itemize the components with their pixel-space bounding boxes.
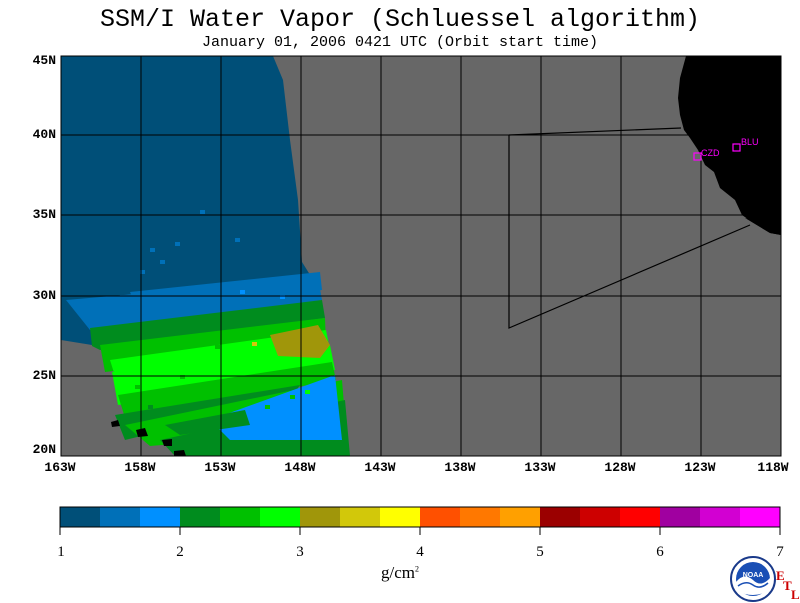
colorbar-tick-2: 2 xyxy=(176,544,184,560)
colorbar-swatch xyxy=(260,507,301,527)
noaa-logo-icon: NOAA xyxy=(730,556,776,602)
swath-pixel xyxy=(280,295,285,299)
colorbar-tick-6: 6 xyxy=(656,544,664,560)
colorbar-tick-3: 3 xyxy=(296,544,304,560)
swath-pixel xyxy=(155,330,160,334)
lat-label-25n: 25N xyxy=(32,368,56,383)
colorbar-tick-1: 1 xyxy=(57,544,65,560)
noaa-logo-text: NOAA xyxy=(743,572,764,579)
lat-label-20n: 20N xyxy=(32,442,56,457)
etl-letter-e: E xyxy=(776,568,785,583)
colorbar-swatch xyxy=(660,507,701,527)
map-layer: CZD BLU xyxy=(60,55,782,457)
etl-letter-l: L xyxy=(791,587,800,602)
etl-letter-t: T xyxy=(783,578,792,593)
colorbar-swatch xyxy=(220,507,261,527)
swath-pixel xyxy=(120,295,125,299)
swath-pixel xyxy=(180,375,185,379)
map-title: SSM/I Water Vapor (Schluessel algorithm) xyxy=(99,5,701,34)
swath-pixel xyxy=(300,370,305,374)
island xyxy=(111,420,120,427)
colorbar-swatch xyxy=(60,507,101,527)
lon-label-123w: 123W xyxy=(684,460,716,475)
swath-pixel xyxy=(230,360,235,364)
island xyxy=(162,439,172,446)
swath-pixel xyxy=(305,390,310,394)
swath-band xyxy=(165,410,250,435)
lon-label-163w: 163W xyxy=(44,460,76,475)
colorbar-swatch xyxy=(620,507,661,527)
map-frame xyxy=(60,55,782,457)
map-subtitle: January 01, 2006 0421 UTC (Orbit start t… xyxy=(201,34,599,51)
colorbar-swatch xyxy=(540,507,581,527)
swath-pixel xyxy=(135,385,140,389)
swath-pixel xyxy=(150,248,155,252)
lon-label-128w: 128W xyxy=(604,460,636,475)
lon-label-148w: 148W xyxy=(284,460,316,475)
colorbar-swatch xyxy=(500,507,541,527)
station-marker-blu xyxy=(732,143,741,152)
swath-pixel xyxy=(148,405,153,409)
lon-label-153w: 153W xyxy=(204,460,236,475)
lon-label-133w: 133W xyxy=(524,460,556,475)
swath-band xyxy=(61,56,318,345)
colorbar-swatch xyxy=(740,507,781,527)
land-california xyxy=(678,56,781,235)
swath-pixel xyxy=(215,345,220,349)
colorbar-swatch xyxy=(300,507,341,527)
lon-label-158w: 158W xyxy=(124,460,156,475)
station-marker-czd xyxy=(693,152,702,161)
colorbar-swatch xyxy=(140,507,181,527)
lon-label-143w: 143W xyxy=(364,460,396,475)
swath-patch-high xyxy=(270,325,330,358)
colorbar-tick-7: 7 xyxy=(776,544,784,560)
island xyxy=(174,450,186,456)
colorbar-tick-5: 5 xyxy=(536,544,544,560)
swath-pixel xyxy=(235,238,240,242)
colorbar-swatch xyxy=(420,507,461,527)
lat-label-35n: 35N xyxy=(32,207,56,222)
colorbar-units: g/cm2 xyxy=(381,563,419,582)
domain-boundary xyxy=(508,135,751,329)
colorbar-swatch xyxy=(100,507,141,527)
colorbar-swatch xyxy=(700,507,741,527)
swath-pixel xyxy=(240,290,245,294)
swath-pixel xyxy=(200,210,205,214)
lon-label-138w: 138W xyxy=(444,460,476,475)
lon-label-118w: 118W xyxy=(757,460,789,475)
station-label-czd: CZD xyxy=(701,148,720,158)
swath-patch-high xyxy=(252,342,257,346)
land-california xyxy=(745,218,781,235)
colorbar xyxy=(59,506,781,535)
swath-band xyxy=(130,272,322,315)
colorbar-swatch xyxy=(380,507,421,527)
swath-pixel xyxy=(175,242,180,246)
swath-pixel xyxy=(265,405,270,409)
lat-label-40n: 40N xyxy=(32,127,56,142)
swath-pixel xyxy=(190,300,195,304)
colorbar-swatch xyxy=(180,507,221,527)
swath-band xyxy=(90,300,325,350)
colorbar-swatch xyxy=(460,507,501,527)
colorbar-tick-4: 4 xyxy=(416,544,424,560)
colorbar-swatch xyxy=(580,507,621,527)
station-label-blu: BLU xyxy=(741,137,759,147)
swath-pixel xyxy=(160,260,165,264)
island xyxy=(136,428,148,437)
swath-pixel xyxy=(290,395,295,399)
lat-label-30n: 30N xyxy=(32,288,56,303)
domain-boundary xyxy=(508,127,682,136)
lat-label-45n: 45N xyxy=(32,53,56,68)
map-content: CZD BLU xyxy=(61,56,781,456)
colorbar-swatch xyxy=(340,507,381,527)
swath-pixel xyxy=(140,270,145,274)
